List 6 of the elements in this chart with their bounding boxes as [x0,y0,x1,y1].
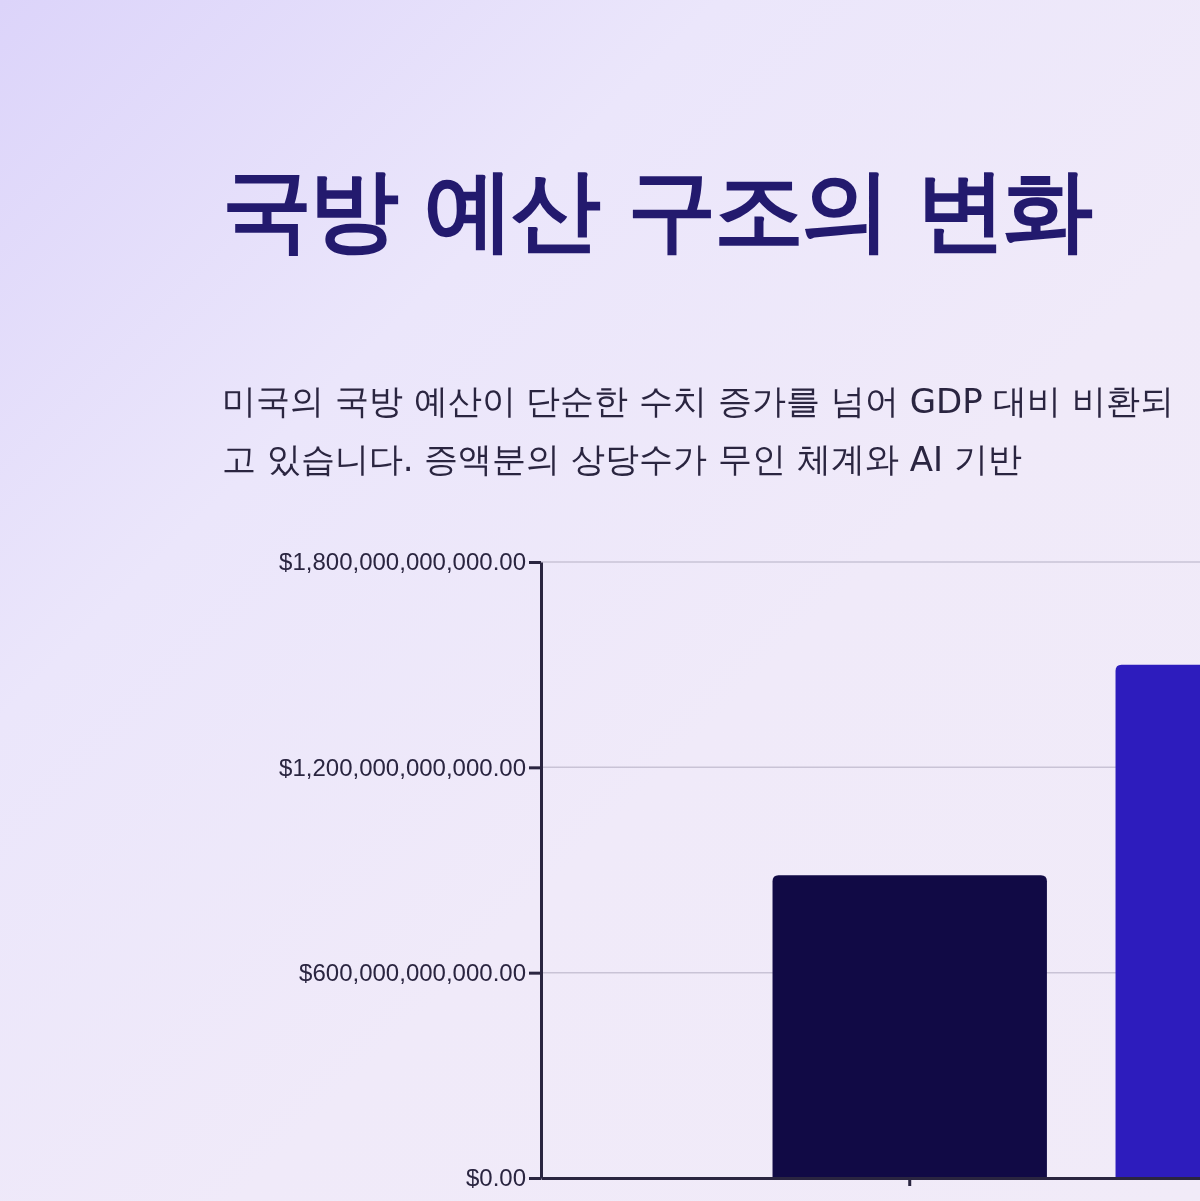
y-tick-label: $1,200,000,000,000.00 [279,753,526,781]
chart-subtitle: 미국의 국방 예산이 단순한 수치 증가를 넘어 GDP 대비 비환되고 있습니다. 증액분의 상당수가 무인 체계와 AI 기반 [222,380,1176,481]
y-tick-label: $1,800,000,000,000.00 [279,548,526,576]
y-tick-label: $0.00 [465,1164,526,1192]
chart-title: 국방 예산 구조의 변화 [222,156,1090,264]
y-tick-label: $600,000,000,000.00 [299,958,526,986]
